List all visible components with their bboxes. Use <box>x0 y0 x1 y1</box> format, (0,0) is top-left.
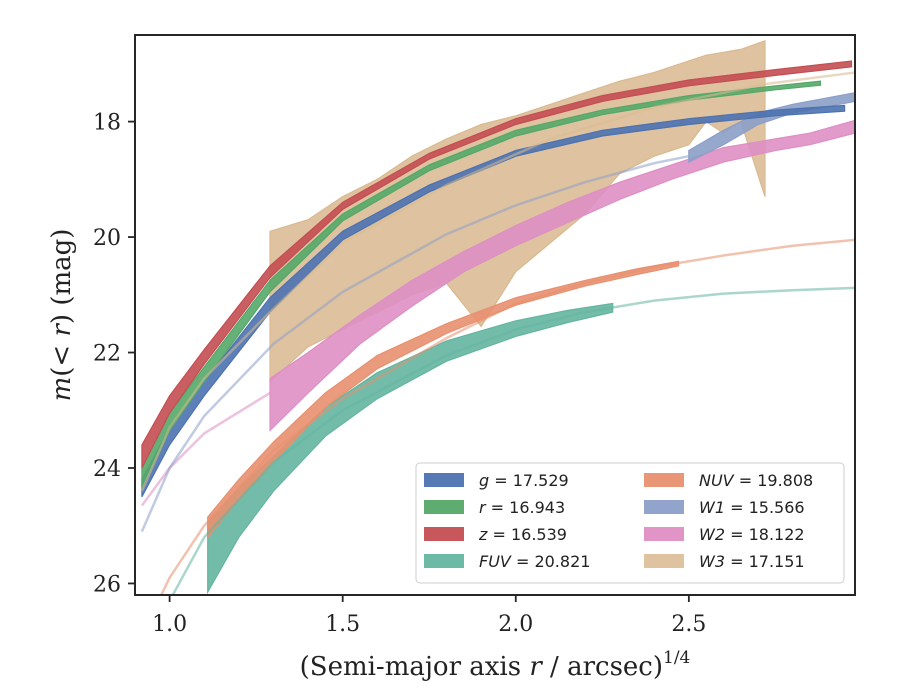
legend-label-fuv: FUV = 20.821 <box>479 552 590 571</box>
y-tick-label: 26 <box>93 572 121 597</box>
band-g <box>141 104 846 498</box>
legend-swatch-g <box>424 473 464 487</box>
x-tick-label: 2.0 <box>498 612 533 637</box>
x-tick-label: 2.5 <box>671 612 706 637</box>
legend-label-r: r = 16.943 <box>479 498 565 517</box>
frame-layer <box>134 34 856 596</box>
band-w2 <box>269 119 855 432</box>
band-r <box>141 80 821 489</box>
x-axis-label: (Semi-major axis r / arcsec)1/4 <box>300 648 691 682</box>
band-z <box>141 60 853 469</box>
legend-label-z: z = 16.539 <box>478 525 567 544</box>
legend-swatch-w2 <box>644 527 684 541</box>
y-tick-label: 20 <box>93 226 121 251</box>
y-tick-label: 24 <box>93 457 121 482</box>
legend-label-w1: W1 = 15.566 <box>699 498 805 517</box>
legend-label-nuv: NUV = 19.808 <box>699 471 813 490</box>
y-tick-label: 22 <box>93 342 121 367</box>
legend-swatch-nuv <box>644 473 684 487</box>
legend-box <box>415 462 845 584</box>
legend-label-w2: W2 = 18.122 <box>699 525 805 544</box>
legend-label-g: g = 17.529 <box>479 471 569 490</box>
y-axis-label: m(< r) (mag) <box>47 229 77 402</box>
legend-swatch-z <box>424 527 464 541</box>
legend: g = 17.529 r = 16.943 z = 16.539 FUV = 20.8… <box>415 462 845 584</box>
legend-swatch-r <box>424 500 464 514</box>
tick-layer: 1.0 1.5 2.0 2.5 18 20 22 24 26 <box>93 111 706 637</box>
band-nuv <box>207 260 680 539</box>
legend-swatch-w3 <box>644 554 684 568</box>
extrapolation-w1 <box>140 154 690 532</box>
x-tick-label: 1.5 <box>325 612 360 637</box>
band-layer <box>141 39 855 595</box>
extrapolation-w2 <box>140 391 271 507</box>
extrapolation-w3 <box>140 71 855 492</box>
extrapolation-fuv <box>171 286 855 595</box>
extrapolation-nuv <box>159 238 855 595</box>
legend-label-w3: W3 = 17.151 <box>699 552 805 571</box>
plot-frame <box>134 34 856 596</box>
extrapolation-layer <box>140 71 855 595</box>
legend-swatch-w1 <box>644 500 684 514</box>
legend-swatch-fuv <box>424 554 464 568</box>
x-tick-label: 1.0 <box>152 612 187 637</box>
y-tick-label: 18 <box>93 111 121 136</box>
